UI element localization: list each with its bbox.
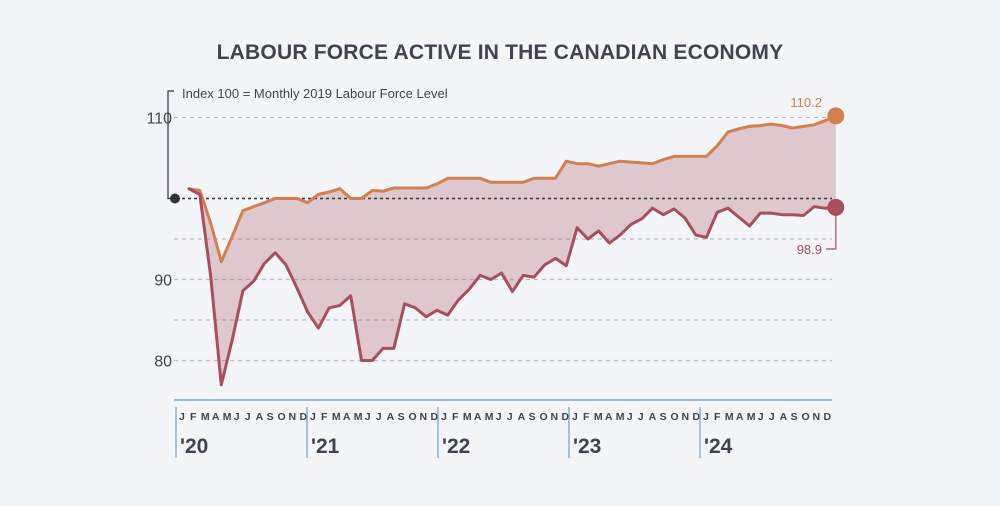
month-tick-1-6: J xyxy=(376,411,382,423)
index-note-bracket xyxy=(167,90,175,200)
month-tick-3-11: D xyxy=(692,411,700,423)
month-tick-1-8: S xyxy=(398,411,405,423)
year-label-2: '22 xyxy=(442,435,470,458)
end-dot-lower xyxy=(827,198,845,216)
x-axis-ticks: J F M A M J J A S O N D'20J F M A M J J A S O N D'21J F M A M J J A S O… xyxy=(175,407,831,458)
month-tick-0-1: F xyxy=(190,411,197,423)
month-tick-4-5: J xyxy=(758,411,764,423)
month-tick-4-10: N xyxy=(813,411,821,423)
month-tick-4-6: J xyxy=(769,411,775,423)
year-label-4: '24 xyxy=(704,435,733,458)
month-tick-0-11: D xyxy=(299,411,307,423)
month-tick-3-1: F xyxy=(583,411,590,423)
index-note: Index 100 = Monthly 2019 Labour Force Le… xyxy=(182,86,448,101)
month-tick-4-3: A xyxy=(736,411,744,423)
month-tick-3-0: J xyxy=(572,411,578,423)
y-tick-110: 110 xyxy=(146,111,172,128)
month-tick-4-9: O xyxy=(802,411,810,423)
month-tick-2-3: A xyxy=(474,411,482,423)
month-tick-2-2: M xyxy=(463,411,472,423)
month-tick-2-8: S xyxy=(529,411,536,423)
month-tick-4-7: A xyxy=(780,411,788,423)
month-tick-1-7: A xyxy=(387,411,395,423)
month-tick-0-10: N xyxy=(289,411,297,423)
month-tick-1-4: M xyxy=(354,411,363,423)
month-tick-1-5: J xyxy=(365,411,371,423)
gridlines xyxy=(174,116,832,362)
month-tick-2-5: J xyxy=(496,411,502,423)
month-tick-0-7: A xyxy=(256,411,264,423)
end-dot-upper xyxy=(827,107,845,125)
month-tick-1-2: M xyxy=(332,411,341,423)
month-tick-4-2: M xyxy=(725,411,734,423)
month-tick-3-10: N xyxy=(682,411,690,423)
year-label-1: '21 xyxy=(311,435,340,458)
month-tick-2-11: D xyxy=(561,411,569,423)
month-tick-0-9: O xyxy=(278,411,286,423)
month-tick-3-4: M xyxy=(616,411,625,423)
month-tick-1-0: J xyxy=(310,411,316,423)
month-tick-0-4: M xyxy=(223,411,232,423)
month-tick-2-7: A xyxy=(518,411,526,423)
month-tick-4-0: J xyxy=(703,411,709,423)
month-tick-0-8: S xyxy=(267,411,274,423)
series-line-lower xyxy=(187,187,838,387)
month-tick-3-2: M xyxy=(594,411,603,423)
month-tick-4-11: D xyxy=(823,411,831,423)
month-tick-4-4: M xyxy=(747,411,756,423)
month-tick-4-8: S xyxy=(791,411,798,423)
series-line-upper xyxy=(187,114,838,264)
y-axis-ticks: 80 90 110 xyxy=(146,111,172,371)
month-tick-2-10: N xyxy=(551,411,559,423)
month-tick-1-9: O xyxy=(409,411,417,423)
month-tick-3-9: O xyxy=(671,411,679,423)
month-tick-2-6: J xyxy=(507,411,513,423)
gap-shaded-area xyxy=(189,115,836,385)
month-tick-0-6: J xyxy=(245,411,251,423)
end-label-connector-lower xyxy=(826,215,837,250)
year-label-0: '20 xyxy=(180,435,208,458)
end-label-lower: 98.9 xyxy=(797,242,822,257)
month-tick-0-2: M xyxy=(201,411,210,423)
month-tick-1-3: A xyxy=(343,411,351,423)
y-tick-90: 90 xyxy=(154,273,172,290)
month-tick-2-0: J xyxy=(441,411,447,423)
end-label-upper: 110.2 xyxy=(790,95,822,110)
month-tick-3-8: S xyxy=(660,411,667,423)
month-tick-3-7: A xyxy=(649,411,657,423)
month-tick-0-0: J xyxy=(179,411,185,423)
month-tick-1-10: N xyxy=(420,411,428,423)
month-tick-3-3: A xyxy=(605,411,613,423)
month-tick-2-4: M xyxy=(485,411,494,423)
month-tick-2-9: O xyxy=(540,411,548,423)
month-tick-1-11: D xyxy=(430,411,438,423)
month-tick-1-1: F xyxy=(321,411,328,423)
month-tick-3-5: J xyxy=(627,411,633,423)
month-tick-3-6: J xyxy=(638,411,644,423)
month-tick-0-5: J xyxy=(234,411,240,423)
month-tick-4-1: F xyxy=(714,411,721,423)
month-tick-2-1: F xyxy=(452,411,459,423)
year-label-3: '23 xyxy=(573,435,601,458)
chart-title: LABOUR FORCE ACTIVE IN THE CANADIAN ECON… xyxy=(217,41,784,64)
y-tick-80: 80 xyxy=(154,354,172,371)
month-tick-0-3: A xyxy=(212,411,220,423)
